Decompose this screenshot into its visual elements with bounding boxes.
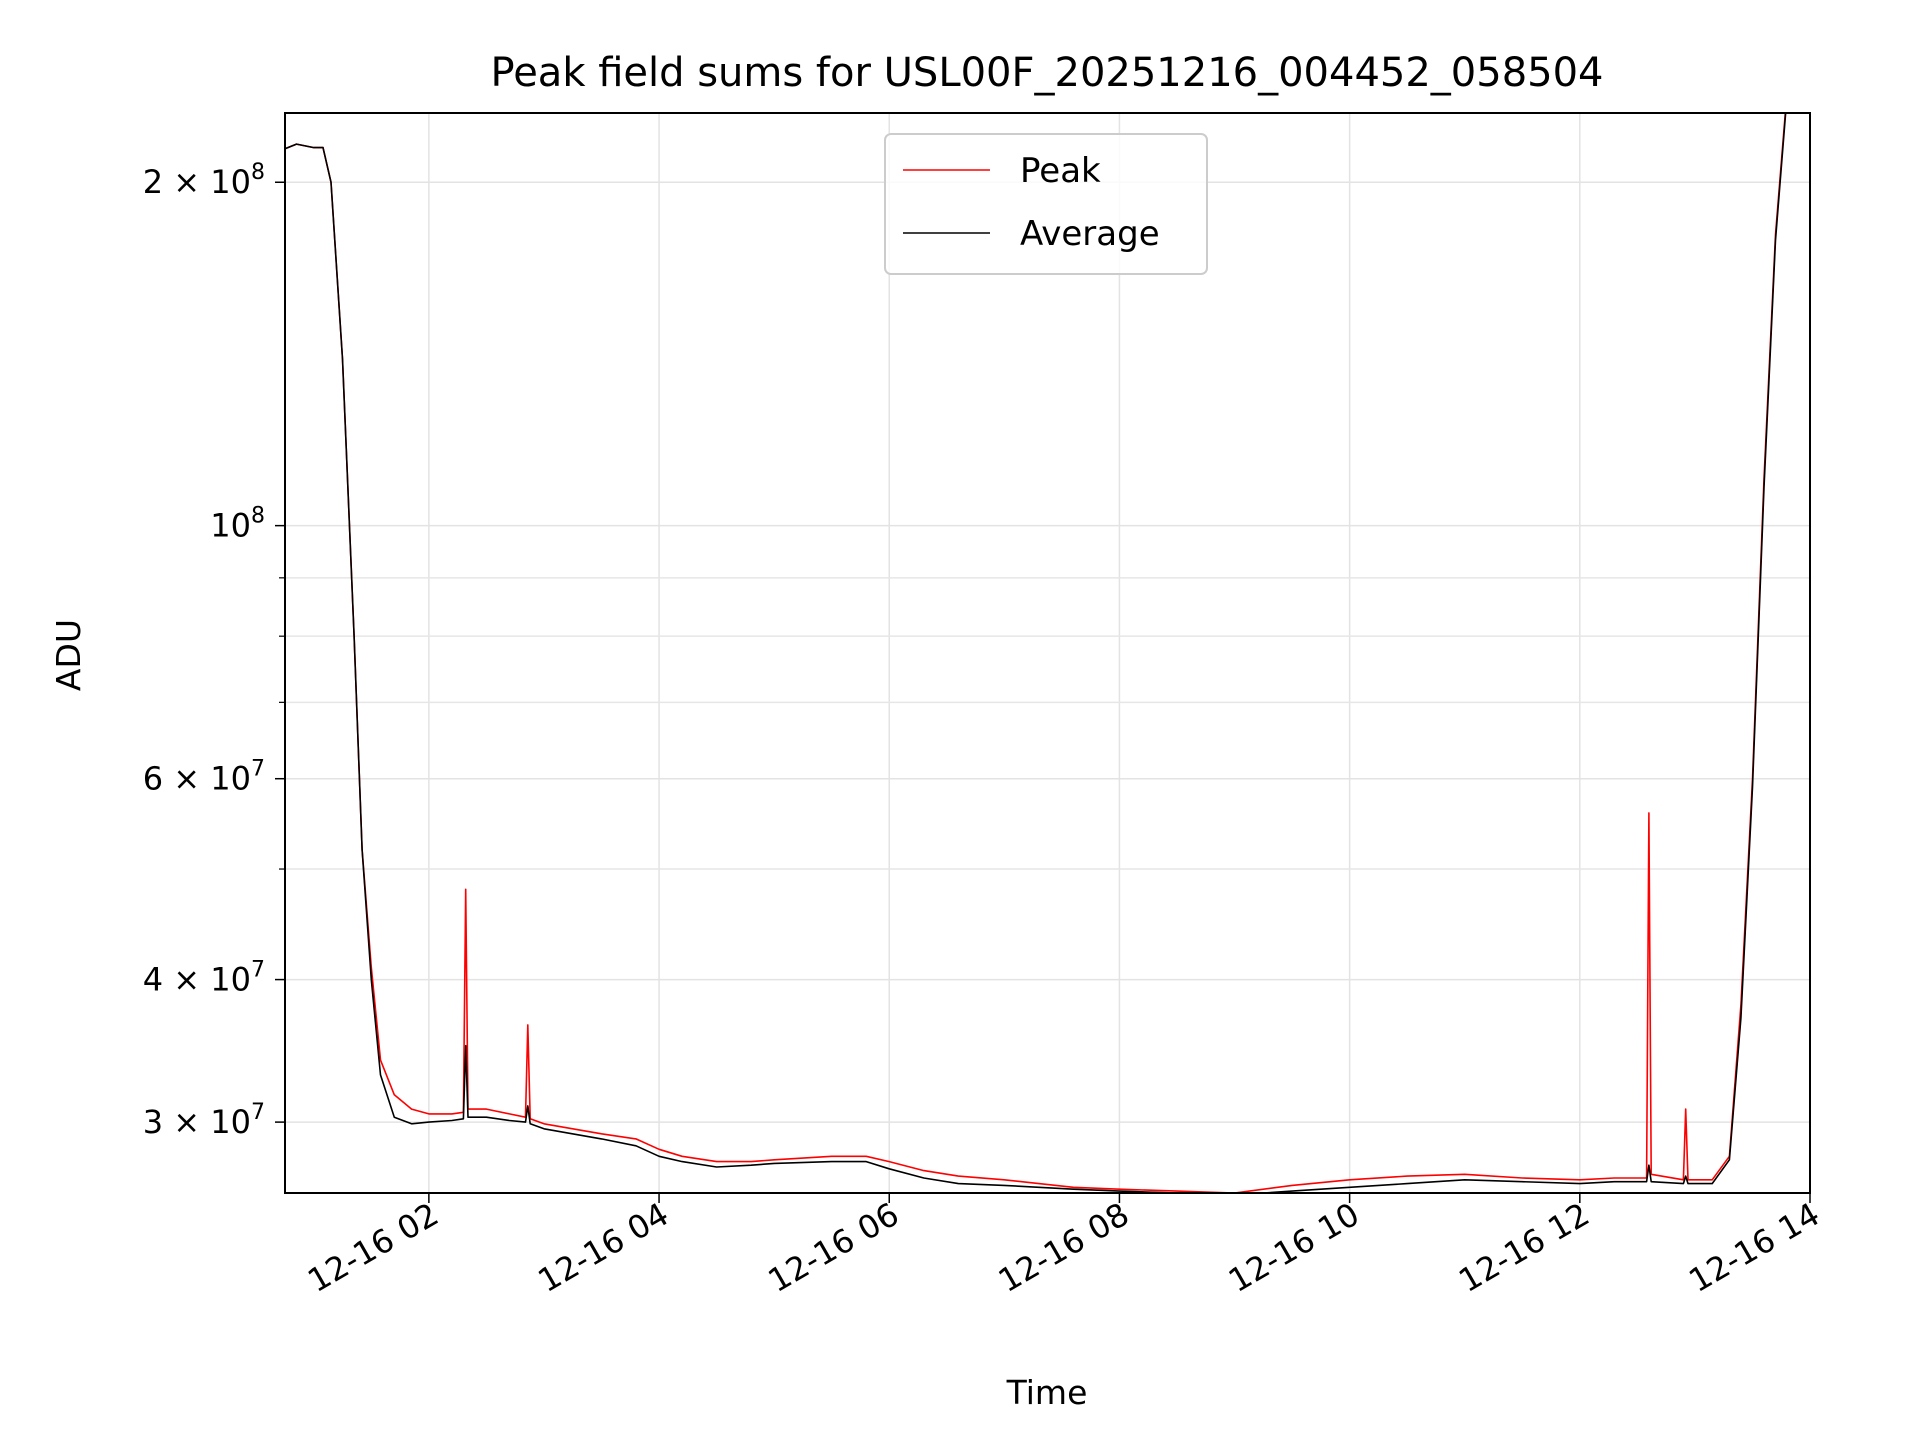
series-line-peak xyxy=(285,113,1787,1193)
y-tick-label: 3 × 107 xyxy=(143,1100,265,1141)
plot-frame xyxy=(284,112,1811,1194)
y-tick-label: 4 × 107 xyxy=(143,958,265,999)
y-axis-label: ADU xyxy=(49,619,88,691)
series-layer xyxy=(285,113,1787,1193)
legend-label-average: Average xyxy=(1020,214,1160,254)
series-line-average xyxy=(285,113,1787,1193)
y-tick-label: 6 × 107 xyxy=(143,757,265,798)
legend-label-peak: Peak xyxy=(1020,151,1101,191)
grid xyxy=(285,113,1811,1193)
legend: Peak Average xyxy=(884,133,1208,275)
chart-title: Peak field sums for USL00F_20251216_0044… xyxy=(491,50,1604,96)
y-tick-label: 108 xyxy=(210,504,265,545)
y-tick-label: 2 × 108 xyxy=(143,160,265,201)
legend-box xyxy=(884,133,1208,275)
x-axis-label: Time xyxy=(1006,1373,1088,1412)
